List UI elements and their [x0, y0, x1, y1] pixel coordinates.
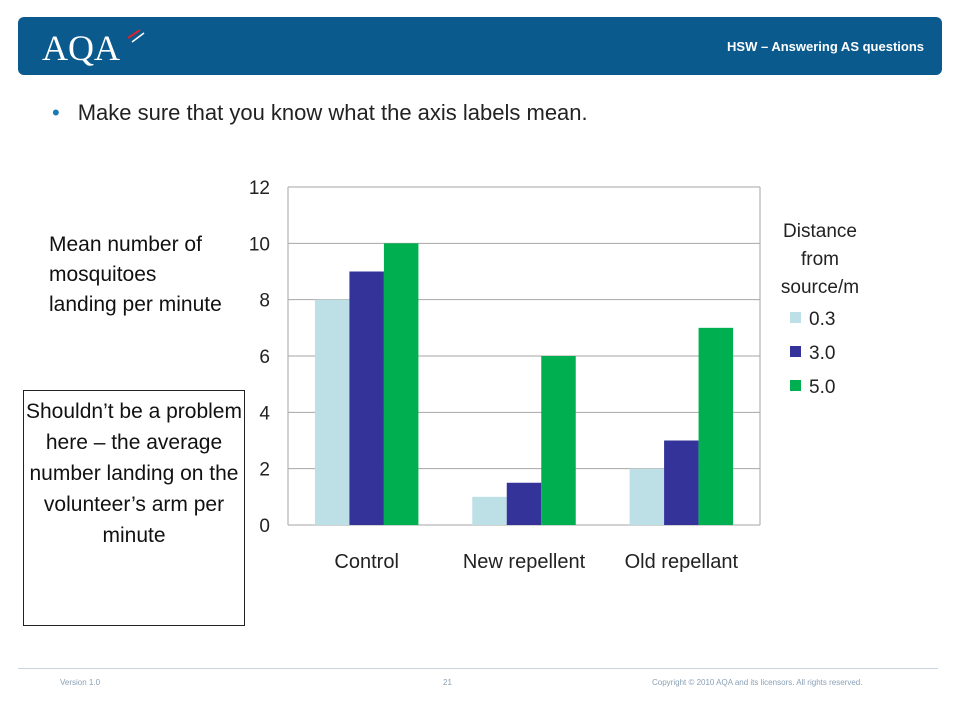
legend-swatch: [790, 312, 801, 324]
y-tick-label: 10: [249, 234, 270, 255]
legend-label: 0.3: [809, 309, 836, 330]
x-tick-label: New repellent: [463, 551, 586, 573]
y-tick-label: 2: [259, 460, 270, 481]
footer-version: Version 1.0: [60, 678, 101, 687]
footer-divider: [18, 668, 938, 669]
y-tick-label: 0: [259, 516, 270, 537]
bar-chart: 0 2 4 6 8 10 12 Control New repellent Old repella…: [249, 178, 761, 573]
x-tick-label: Control: [334, 551, 398, 573]
y-axis-label: Mean number of mosquitoes landing per mi…: [49, 233, 222, 316]
bar-new-repellent-3.0: [506, 482, 542, 525]
bar-control-3.0: [349, 271, 384, 525]
legend-swatch: [790, 346, 801, 358]
y-tick-label: 4: [259, 403, 270, 424]
header-bar: AQA HSW – Answering AS questions: [18, 17, 942, 75]
legend-label: 5.0: [809, 377, 836, 398]
footer-page-number: 21: [443, 678, 452, 687]
logo-text: AQA: [42, 28, 120, 68]
legend-label: 3.0: [809, 343, 836, 364]
legend-item-3-0: 3.0: [790, 343, 835, 365]
bar-old-repellant-0.3: [629, 468, 665, 525]
bar-control-5.0: [383, 243, 419, 525]
bar-new-repellent-0.3: [472, 496, 507, 525]
legend-item-5-0: 5.0: [790, 377, 835, 399]
y-tick-label: 8: [259, 291, 270, 312]
note-box: Shouldn’t be a problem here – the averag…: [23, 390, 245, 626]
bullet-icon: •: [52, 100, 60, 125]
legend-item-0-3: 0.3: [790, 309, 835, 331]
aqa-logo: AQA: [42, 28, 145, 68]
bar-new-repellent-5.0: [541, 356, 576, 525]
header-title: HSW – Answering AS questions: [727, 39, 924, 54]
bullet-point: • Make sure that you know what the axis l…: [52, 100, 588, 126]
y-tick-label: 12: [249, 178, 270, 199]
bar-old-repellant-5.0: [698, 327, 734, 525]
bar-control-0.3: [314, 299, 350, 525]
legend-title: Distance from source/m: [780, 221, 860, 298]
footer-copyright: Copyright © 2010 AQA and its licensors. …: [652, 678, 863, 687]
bullet-text: Make sure that you know what the axis la…: [77, 100, 588, 125]
x-tick-label: Old repellant: [625, 551, 739, 573]
y-tick-label: 6: [259, 347, 270, 368]
legend-swatch: [790, 380, 801, 392]
bar-old-repellant-3.0: [664, 440, 699, 525]
